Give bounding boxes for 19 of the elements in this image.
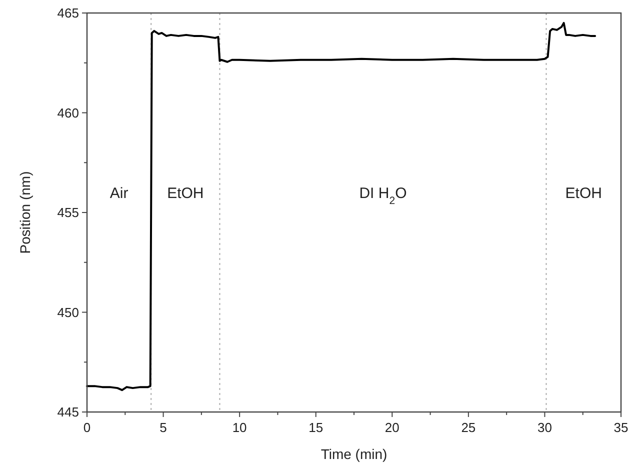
y-tick-label: 455 xyxy=(57,205,79,220)
x-tick-label: 5 xyxy=(160,420,167,435)
x-axis-title: Time (min) xyxy=(320,446,388,462)
y-tick-label: 460 xyxy=(57,105,79,120)
y-tick-label: 445 xyxy=(57,404,79,420)
x-tick-label: 0 xyxy=(83,420,91,435)
annotation: DI H$_{2}$O xyxy=(359,184,407,207)
x-tick-label: 35 xyxy=(614,420,628,435)
x-tick-label: 30 xyxy=(537,420,552,435)
y-tick-label: 465 xyxy=(57,6,79,21)
x-tick-label: 20 xyxy=(384,420,400,435)
x-tick-label: 10 xyxy=(232,420,247,435)
annotation: Air xyxy=(110,184,128,202)
annotation: EtOH xyxy=(167,184,204,202)
annotation: EtOH xyxy=(565,184,602,202)
y-axis-title: Position (nm) xyxy=(17,171,33,254)
x-tick-label: 25 xyxy=(461,420,476,435)
x-tick-label: 15 xyxy=(308,420,324,435)
y-tick-label: 450 xyxy=(57,304,79,320)
